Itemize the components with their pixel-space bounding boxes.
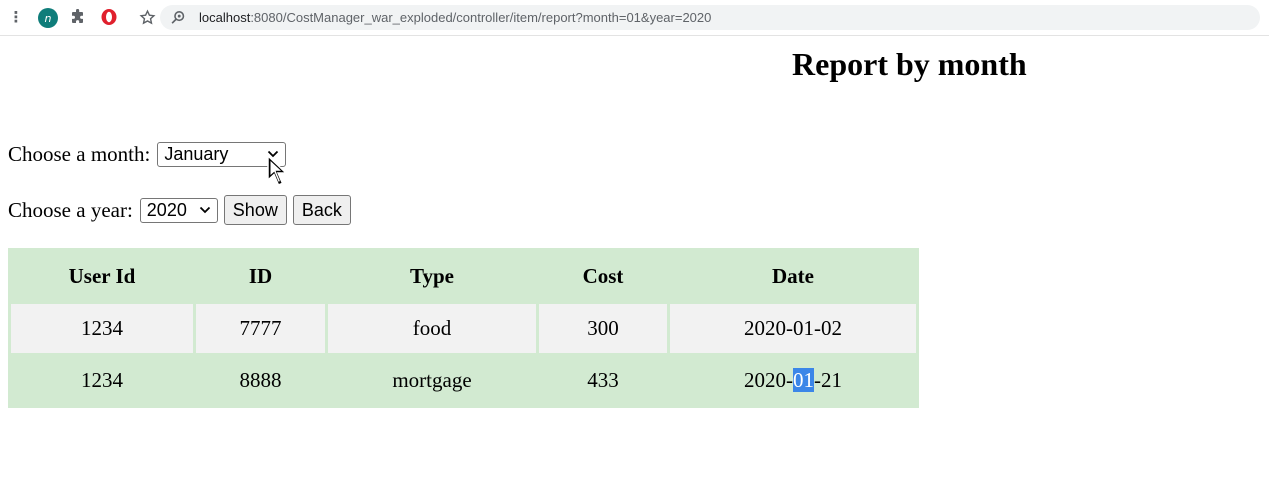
kebab-menu-icon[interactable]: ⋮ — [8, 8, 24, 26]
profile-initial: n — [44, 11, 52, 25]
show-button[interactable]: Show — [223, 195, 287, 225]
cell-type: mortgage — [328, 356, 536, 405]
back-button[interactable]: Back — [292, 195, 351, 225]
url-path: :8080/CostManager_war_exploded/controlle… — [250, 10, 712, 25]
puzzle-extension-icon[interactable] — [68, 7, 88, 27]
table-row: 1234 8888 mortgage 433 2020-01-21 — [11, 356, 916, 405]
cell-user-id: 1234 — [11, 304, 193, 353]
year-row: Choose a year: 2020 Show Back — [8, 195, 351, 225]
cell-id: 8888 — [196, 356, 325, 405]
month-selected-value: January — [164, 144, 229, 164]
year-select[interactable]: 2020 — [139, 197, 218, 223]
cell-cost: 433 — [539, 356, 667, 405]
cell-type: food — [328, 304, 536, 353]
search-icon — [171, 11, 185, 24]
year-label: Choose a year: — [8, 197, 133, 222]
year-selected-value: 2020 — [146, 199, 187, 220]
chevron-down-icon — [268, 150, 279, 158]
address-bar[interactable]: localhost:8080/CostManager_war_exploded/… — [160, 5, 1260, 30]
month-select[interactable]: January — [157, 142, 287, 167]
month-label: Choose a month: — [8, 142, 151, 166]
cell-date: 2020-01-21 — [670, 356, 916, 405]
date-suffix: -21 — [814, 368, 842, 392]
table-header-row: User Id ID Type Cost Date — [11, 251, 916, 301]
header-type: Type — [410, 263, 454, 288]
cell-cost: 300 — [539, 304, 667, 353]
cell-id: 7777 — [196, 304, 325, 353]
page-title: Report by month — [792, 46, 1027, 82]
header-id: ID — [248, 263, 273, 288]
browser-toolbar: ⋮ n localhost:8080/CostManager_war_explo… — [0, 0, 1269, 36]
selected-text-highlight: 01 — [793, 368, 814, 392]
header-user-id: User Id — [68, 263, 136, 288]
chevron-down-icon — [199, 206, 210, 213]
opera-icon[interactable] — [99, 7, 119, 27]
mouse-cursor-icon — [267, 155, 288, 186]
cell-date: 2020-01-02 — [670, 304, 916, 353]
url-text: localhost:8080/CostManager_war_exploded/… — [199, 10, 711, 25]
date-prefix: 2020- — [744, 368, 793, 392]
url-host: localhost — [199, 10, 251, 25]
bookmark-star-icon[interactable] — [137, 7, 157, 27]
cell-user-id: 1234 — [11, 356, 193, 405]
header-date: Date — [772, 263, 814, 288]
month-row: Choose a month: January — [8, 142, 287, 167]
profile-icon[interactable]: n — [38, 8, 58, 28]
table-row: 1234 7777 food 300 2020-01-02 — [11, 304, 916, 353]
header-cost: Cost — [582, 263, 624, 288]
report-table: User Id ID Type Cost Date 1234 7777 food… — [8, 248, 919, 408]
